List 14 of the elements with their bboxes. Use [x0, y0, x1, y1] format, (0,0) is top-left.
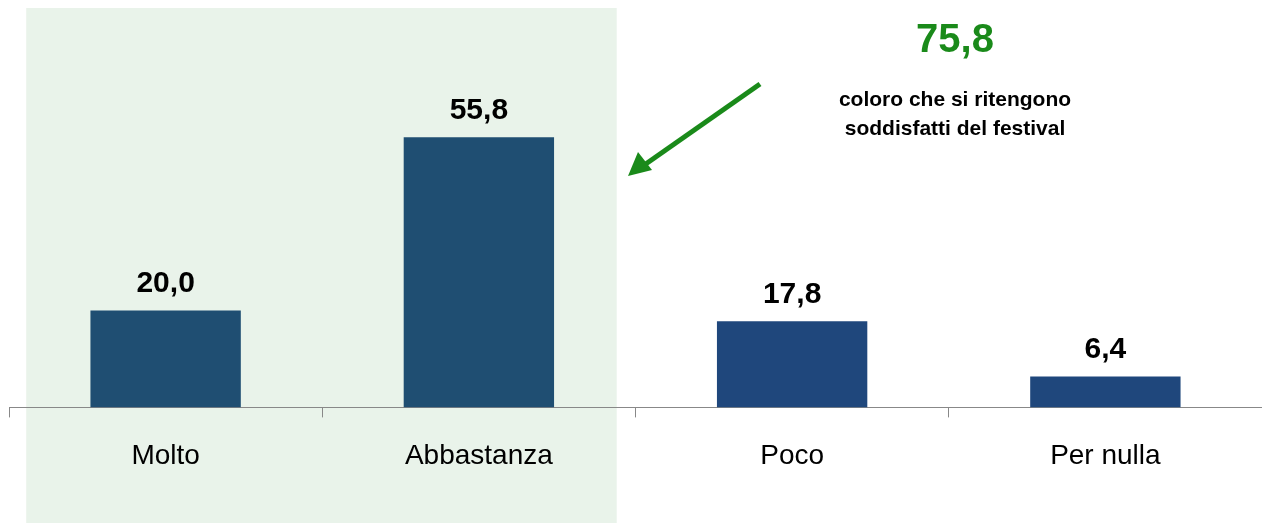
x-tick-label: Poco	[760, 438, 825, 470]
bar	[716, 321, 868, 408]
bar	[1030, 376, 1181, 408]
bar	[403, 137, 555, 408]
data-label: 20,0	[136, 264, 195, 298]
x-tick-label: Per nulla	[1050, 438, 1162, 470]
bar	[90, 310, 241, 408]
x-tick-label: Molto	[131, 438, 200, 470]
data-label: 6,4	[1084, 330, 1127, 364]
text: 75,8	[915, 16, 995, 61]
data-label: 17,8	[762, 275, 822, 309]
annotation: coloro che si ritengono soddisfatti del festival	[837, 86, 1073, 141]
x-tick-label: Abbastanza	[404, 438, 554, 470]
data-label: 55,8	[449, 91, 509, 125]
